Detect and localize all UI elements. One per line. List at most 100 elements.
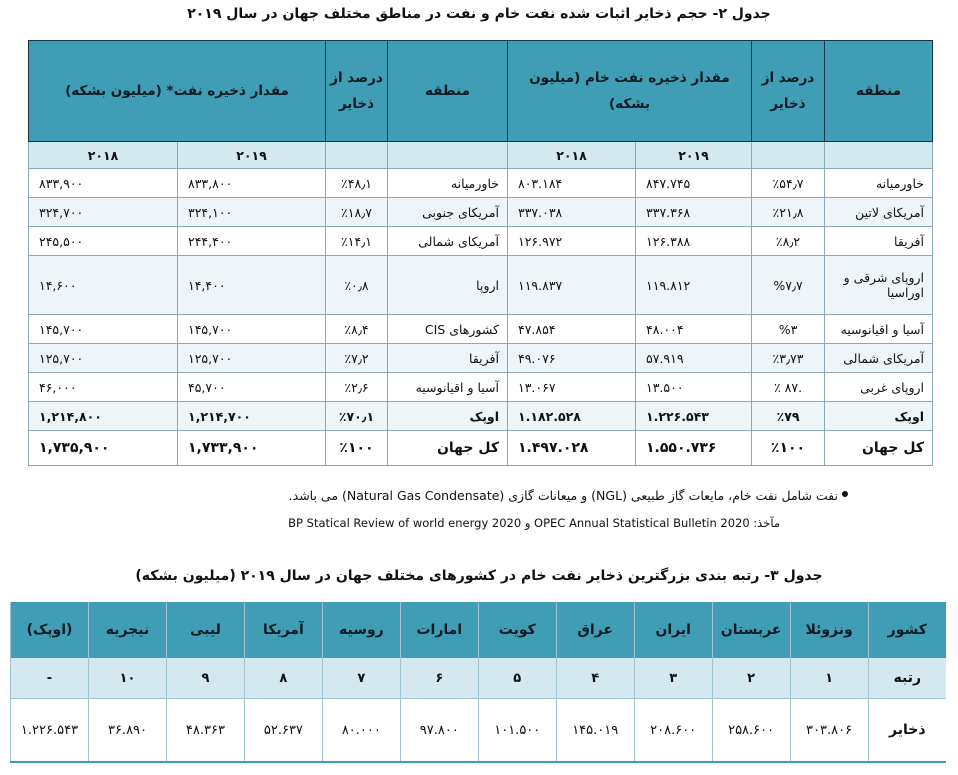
rank-cell: ۲ (711, 658, 791, 699)
reserves-cell: ۱.۲۲۶.۵۴۳ (9, 698, 89, 763)
petroleum-2019-cell: ۱,۲۱۴,۷۰۰ (177, 401, 326, 431)
country-cell: ونزوئلا (789, 602, 869, 658)
crude-region-cell: خاورمیانه (824, 168, 934, 198)
reserves-cell: ۱۴۵.۰۱۹ (555, 698, 635, 763)
petroleum-2019-cell: ۲۴۴,۴۰۰ (177, 226, 326, 256)
reserves-cell: ۲۵۸.۶۰۰ (711, 698, 791, 763)
petroleum-2018-cell: ۴۶,۰۰۰ (28, 372, 178, 402)
year-blank (824, 141, 934, 169)
petroleum-2018-cell: ۱۲۵,۷۰۰ (28, 343, 178, 373)
country-cell: نیجریه (88, 602, 167, 658)
crude-2018-cell: ۱۲۶.۹۷۲ (506, 226, 637, 256)
petroleum-2019-cell: ۱۴,۴۰۰ (177, 255, 326, 315)
petroleum-2019-cell: ۱,۷۳۳,۹۰۰ (177, 430, 326, 466)
crude-percent-cell: %۳ (751, 314, 826, 344)
petroleum-2018-cell: ۱,۲۱۴,۸۰۰ (28, 401, 178, 431)
year-blank (325, 141, 388, 169)
crude-amount-header: مقدار ذخیره نفت خام (میلیون بشکه) (506, 40, 753, 142)
crude-year-2019: ۲۰۱۹ (635, 141, 753, 169)
crude-region-cell: آمریکای شمالی (824, 343, 934, 373)
crude-2019-cell: ۴۸.۰۰۴ (635, 314, 753, 344)
petroleum-2018-cell: ۳۲۴,۷۰۰ (28, 197, 178, 227)
country-row: کشور ونزوئلا عربستان ایران عراق کویت امارات روس… (9, 602, 946, 658)
crude-percent-header: درصد از ذخایر (751, 40, 826, 142)
crude-2018-cell: ۴۷.۸۵۴ (506, 314, 637, 344)
crude-percent-cell: ٪۳٫۷۳ (751, 343, 826, 373)
petroleum-region-header: منطقه (387, 40, 508, 142)
crude-percent-cell: %۷٫۷ (751, 255, 826, 315)
petroleum-2018-cell: ۱۴۵,۷۰۰ (28, 314, 178, 344)
source: مآخذ: OPEC Annual Statistical Bulletin 2… (288, 516, 780, 530)
crude-2019-cell: ۱۱۹.۸۱۲ (635, 255, 753, 315)
petroleum-2018-cell: ۱۴,۶۰۰ (28, 255, 178, 315)
crude-region-cell: اروپای شرقی و اوراسیا (824, 255, 934, 315)
rank-cell: - (9, 658, 89, 699)
petroleum-region-cell: آفریقا (387, 343, 508, 373)
year-blank (751, 141, 826, 169)
crude-2018-cell: ۳۳۷.۰۳۸ (506, 197, 637, 227)
petroleum-percent-cell: ٪۱۰۰ (325, 430, 388, 466)
crude-percent-cell: .۸۷ ٪ (751, 372, 826, 402)
petroleum-percent-cell: ٪۸٫۴ (325, 314, 388, 344)
crude-2019-cell: ۵۷.۹۱۹ (635, 343, 753, 373)
reserves-cell: ۸۰.۰۰۰ (321, 698, 401, 763)
country-cell: آمریکا (243, 602, 323, 658)
country-cell: (اوپک) (9, 602, 89, 658)
reserves-cell: ۵۲.۶۳۷ (243, 698, 323, 763)
reserves-cell: ۲۰۸.۶۰۰ (633, 698, 713, 763)
crude-percent-cell: ٪۲۱٫۸ (751, 197, 826, 227)
table-row: کل جهان ٪۱۰۰ ۱.۵۵۰.۷۳۶ ۱.۴۹۷.۰۲۸ کل جهان ٪۱۰۰… (28, 430, 934, 466)
table-row: خاورمیانه ٪۵۴٫۷ ۸۴۷.۷۴۵ ۸۰۳.۱۸۴ خاورمیانه ٪۴۸… (28, 168, 934, 198)
petroleum-2019-cell: ۸۳۳,۸۰۰ (177, 168, 326, 198)
petroleum-2019-cell: ۳۲۴,۱۰۰ (177, 197, 326, 227)
crude-region-cell: آسیا و اقیانوسیه (824, 314, 934, 344)
reserves-by-region-table: منطقه درصد از ذخایر مقدار ذخیره نفت خام … (28, 40, 934, 466)
petroleum-percent-header: درصد از ذخایر (325, 40, 388, 142)
crude-2019-cell: ۳۳۷.۳۶۸ (635, 197, 753, 227)
country-cell: لیبی (165, 602, 245, 658)
petroleum-region-cell: کشورهای CIS (387, 314, 508, 344)
table-row: آفریقا ٪۸٫۲ ۱۲۶.۳۸۸ ۱۲۶.۹۷۲ آمریکای شمالی ٪۱۴… (28, 226, 934, 256)
crude-percent-cell: ٪۵۴٫۷ (751, 168, 826, 198)
table-row: آمریکای لاتین ٪۲۱٫۸ ۳۳۷.۳۶۸ ۳۳۷.۰۳۸ آمریکای … (28, 197, 934, 227)
footnote: نفت شامل نفت خام، مایعات گاز طبیعی (NGL)… (288, 488, 838, 503)
reserves-label: ذخایر (867, 698, 946, 763)
crude-percent-cell: ٪۸٫۲ (751, 226, 826, 256)
crude-2018-cell: ۱۳.۰۶۷ (506, 372, 637, 402)
rank-cell: ۶ (399, 658, 479, 699)
crude-2018-cell: ۱.۱۸۲.۵۲۸ (506, 401, 637, 431)
country-cell: کویت (477, 602, 557, 658)
country-ranking-table: کشور ونزوئلا عربستان ایران عراق کویت امارات روس… (9, 602, 946, 763)
table-row: اوپک ٪۷۹ ۱.۲۲۶.۵۴۳ ۱.۱۸۲.۵۲۸ اوپک ٪۷۰٫۱ ۱,۲۱۴,… (28, 401, 934, 431)
crude-percent-cell: ٪۱۰۰ (751, 430, 826, 466)
petroleum-percent-cell: ٪۴۸٫۱ (325, 168, 388, 198)
petroleum-region-cell: آمریکای جنوبی (387, 197, 508, 227)
petroleum-region-cell: آمریکای شمالی (387, 226, 508, 256)
reserves-cell: ۹۷.۸۰۰ (399, 698, 479, 763)
rank-cell: ۱ (789, 658, 869, 699)
table-row: آمریکای شمالی ٪۳٫۷۳ ۵۷.۹۱۹ ۴۹.۰۷۶ آفریقا ٪۷٫۲… (28, 343, 934, 373)
year-blank (387, 141, 508, 169)
reserves-row: ذخایر ۳۰۳.۸۰۶ ۲۵۸.۶۰۰ ۲۰۸.۶۰۰ ۱۴۵.۰۱۹ ۱۰۱.۵۰۰… (9, 698, 946, 763)
rank-cell: ۳ (633, 658, 713, 699)
crude-2018-cell: ۴۹.۰۷۶ (506, 343, 637, 373)
reserves-cell: ۳۶.۸۹۰ (88, 698, 167, 763)
rank-cell: ۵ (477, 658, 557, 699)
country-cell: ایران (633, 602, 713, 658)
country-label: کشور (867, 602, 946, 658)
country-cell: امارات (399, 602, 479, 658)
country-cell: عراق (555, 602, 635, 658)
crude-2018-cell: ۱۱۹.۸۳۷ (506, 255, 637, 315)
crude-region-cell: کل جهان (824, 430, 934, 466)
petroleum-region-cell: کل جهان (387, 430, 508, 466)
table2-body: خاورمیانه ٪۵۴٫۷ ۸۴۷.۷۴۵ ۸۰۳.۱۸۴ خاورمیانه ٪۴۸… (28, 168, 934, 466)
petroleum-percent-cell: ٪۷٫۲ (325, 343, 388, 373)
table-row: آسیا و اقیانوسیه %۳ ۴۸.۰۰۴ ۴۷.۸۵۴ کشورهای CI… (28, 314, 934, 344)
petroleum-2019-cell: ۱۲۵,۷۰۰ (177, 343, 326, 373)
rank-label: رتبه (867, 658, 946, 699)
reserves-cell: ۳۰۳.۸۰۶ (789, 698, 869, 763)
petroleum-amount-header: مقدار ذخیره نفت* (میلیون بشکه) (28, 40, 326, 142)
rank-row: رتبه ۱ ۲ ۳ ۴ ۵ ۶ ۷ ۸ ۹ ۱۰- (9, 658, 946, 699)
crude-region-cell: اوپک (824, 401, 934, 431)
petroleum-2018-cell: ۲۴۵,۵۰۰ (28, 226, 178, 256)
